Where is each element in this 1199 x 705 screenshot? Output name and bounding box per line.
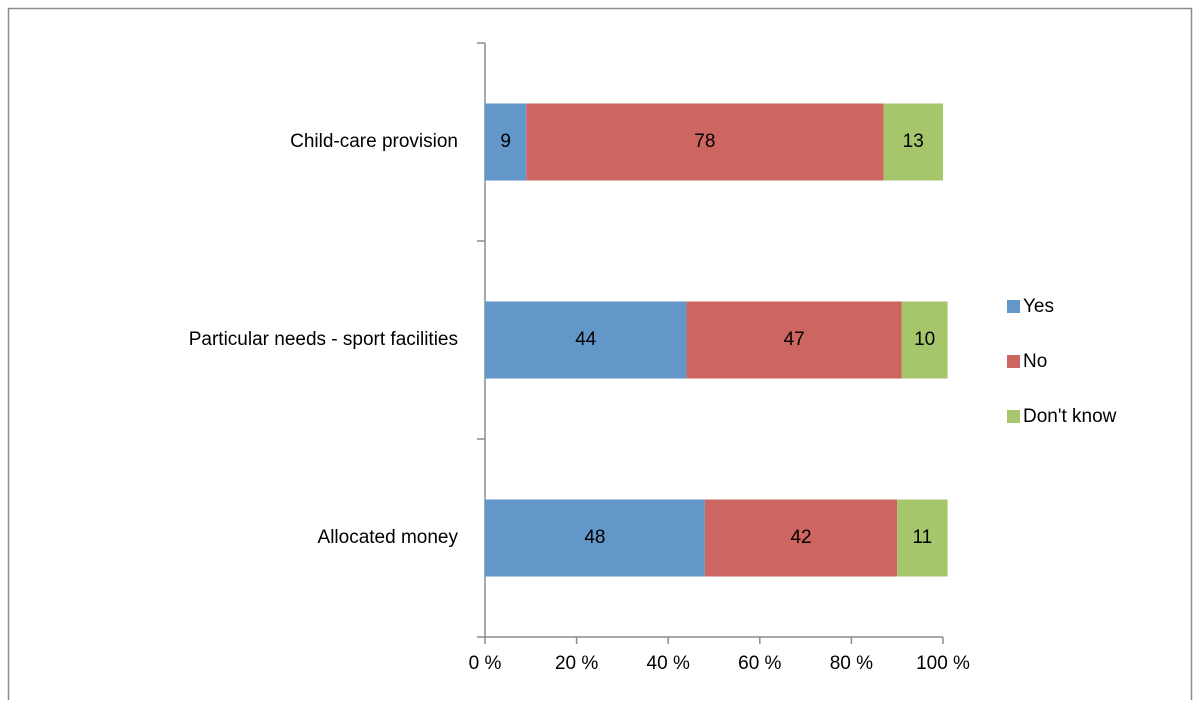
x-tick-label: 80 % [830, 653, 873, 674]
x-tick-label: 60 % [738, 653, 781, 674]
bar-segment [704, 499, 898, 577]
data-label: 78 [694, 131, 715, 152]
legend-label: No [1023, 351, 1047, 372]
legend-swatch [1007, 355, 1020, 368]
data-label: 48 [584, 527, 605, 548]
y-tick-label: Allocated money [318, 527, 459, 548]
y-tick-label: Child-care provision [290, 131, 458, 152]
y-tick-label: Particular needs - sport facilities [189, 329, 458, 350]
legend-swatch [1007, 300, 1020, 313]
data-label: 47 [784, 329, 805, 350]
bar-segment [897, 499, 948, 577]
bar-segment [485, 103, 527, 181]
x-tick-label: 0 % [469, 653, 502, 674]
bar-segment [526, 103, 884, 181]
x-tick-label: 100 % [916, 653, 970, 674]
legend-label: Don't know [1023, 406, 1117, 427]
bar-segment [485, 499, 705, 577]
x-tick-label: 20 % [555, 653, 598, 674]
bar-segment [485, 301, 687, 379]
bar-segment [686, 301, 902, 379]
bar-segment [901, 301, 948, 379]
legend-swatch [1007, 410, 1020, 423]
data-label: 11 [913, 527, 933, 548]
data-label: 42 [790, 527, 811, 548]
x-tick-label: 40 % [647, 653, 690, 674]
bar-segment [883, 103, 943, 181]
data-label: 44 [575, 329, 597, 350]
data-label: 9 [500, 131, 511, 152]
data-label: 13 [903, 131, 924, 152]
legend-label: Yes [1023, 296, 1054, 317]
data-label: 10 [914, 329, 935, 350]
